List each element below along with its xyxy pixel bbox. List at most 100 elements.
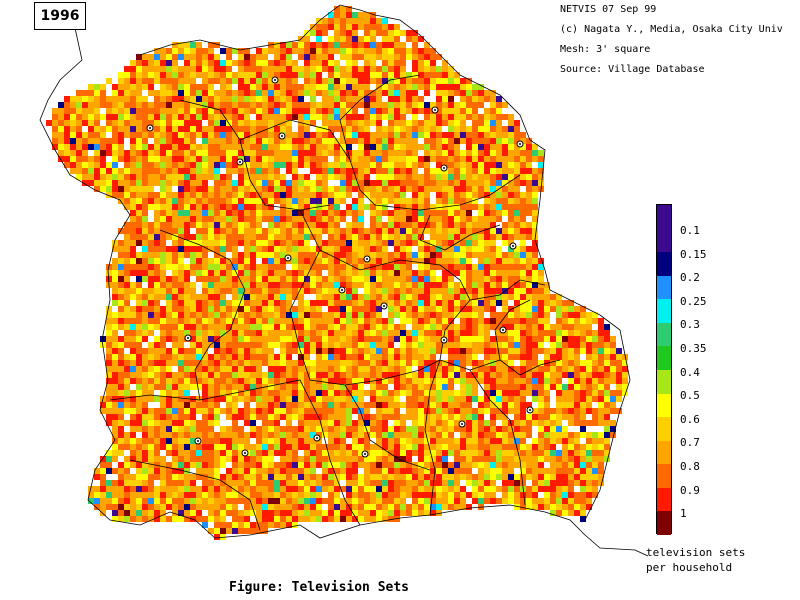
mesh-cell xyxy=(424,54,430,60)
mesh-cell xyxy=(262,312,268,318)
mesh-cell xyxy=(388,378,394,384)
mesh-cell xyxy=(76,90,82,96)
mesh-cell xyxy=(412,270,418,276)
mesh-cell xyxy=(610,402,616,408)
mesh-cell xyxy=(340,240,346,246)
mesh-cell xyxy=(136,318,142,324)
mesh-cell xyxy=(430,102,436,108)
mesh-cell xyxy=(220,246,226,252)
mesh-cell xyxy=(340,54,346,60)
mesh-cell xyxy=(430,348,436,354)
mesh-cell xyxy=(130,96,136,102)
mesh-cell xyxy=(292,384,298,390)
mesh-cell xyxy=(364,138,370,144)
mesh-cell xyxy=(154,60,160,66)
mesh-cell xyxy=(346,210,352,216)
mesh-cell xyxy=(286,72,292,78)
mesh-cell xyxy=(124,252,130,258)
mesh-cell xyxy=(442,312,448,318)
mesh-cell xyxy=(178,390,184,396)
mesh-cell xyxy=(106,78,112,84)
mesh-cell xyxy=(466,396,472,402)
mesh-cell xyxy=(412,210,418,216)
mesh-cell xyxy=(322,132,328,138)
mesh-cell xyxy=(136,258,142,264)
mesh-cell xyxy=(334,258,340,264)
mesh-cell xyxy=(466,138,472,144)
mesh-cell xyxy=(334,444,340,450)
mesh-cell xyxy=(304,54,310,60)
mesh-cell xyxy=(448,114,454,120)
mesh-cell xyxy=(154,252,160,258)
mesh-cell xyxy=(400,222,406,228)
mesh-cell xyxy=(232,420,238,426)
mesh-cell xyxy=(400,390,406,396)
mesh-cell xyxy=(436,414,442,420)
mesh-cell xyxy=(166,198,172,204)
mesh-cell xyxy=(388,228,394,234)
mesh-cell xyxy=(262,432,268,438)
mesh-cell xyxy=(550,294,556,300)
mesh-cell xyxy=(502,168,508,174)
mesh-cell xyxy=(148,60,154,66)
mesh-cell xyxy=(460,246,466,252)
mesh-cell xyxy=(334,108,340,114)
mesh-cell xyxy=(460,414,466,420)
mesh-cell xyxy=(382,432,388,438)
mesh-cell xyxy=(466,84,472,90)
mesh-cell xyxy=(244,156,250,162)
mesh-cell xyxy=(496,126,502,132)
mesh-cell xyxy=(454,252,460,258)
mesh-cell xyxy=(136,186,142,192)
mesh-cell xyxy=(214,150,220,156)
mesh-cell xyxy=(466,90,472,96)
mesh-cell xyxy=(184,384,190,390)
mesh-cell xyxy=(622,366,628,372)
mesh-cell xyxy=(262,282,268,288)
mesh-cell xyxy=(250,264,256,270)
mesh-cell xyxy=(592,318,598,324)
mesh-cell xyxy=(532,150,538,156)
mesh-cell xyxy=(454,72,460,78)
mesh-cell xyxy=(142,348,148,354)
mesh-cell xyxy=(406,204,412,210)
mesh-cell xyxy=(328,210,334,216)
mesh-cell xyxy=(550,420,556,426)
mesh-cell xyxy=(268,420,274,426)
mesh-cell xyxy=(418,108,424,114)
mesh-cell xyxy=(460,426,466,432)
mesh-cell xyxy=(340,168,346,174)
mesh-cell xyxy=(94,90,100,96)
mesh-cell xyxy=(100,402,106,408)
mesh-cell xyxy=(496,204,502,210)
mesh-cell xyxy=(442,66,448,72)
mesh-cell xyxy=(448,288,454,294)
mesh-cell xyxy=(208,102,214,108)
mesh-cell xyxy=(394,312,400,318)
mesh-cell xyxy=(556,414,562,420)
mesh-cell xyxy=(328,132,334,138)
mesh-cell xyxy=(112,108,118,114)
mesh-cell xyxy=(184,414,190,420)
mesh-cell xyxy=(352,168,358,174)
mesh-cell xyxy=(454,108,460,114)
mesh-cell xyxy=(544,294,550,300)
mesh-cell xyxy=(130,438,136,444)
mesh-cell xyxy=(472,360,478,366)
mesh-cell xyxy=(232,186,238,192)
mesh-cell xyxy=(184,126,190,132)
mesh-cell xyxy=(250,54,256,60)
mesh-cell xyxy=(154,174,160,180)
mesh-cell xyxy=(100,174,106,180)
mesh-cell xyxy=(298,192,304,198)
mesh-cell xyxy=(400,60,406,66)
mesh-cell xyxy=(394,210,400,216)
mesh-cell xyxy=(124,204,130,210)
mesh-cell xyxy=(220,84,226,90)
mesh-cell xyxy=(208,270,214,276)
mesh-cell xyxy=(148,168,154,174)
mesh-cell xyxy=(346,318,352,324)
mesh-cell xyxy=(304,84,310,90)
mesh-cell xyxy=(112,450,118,456)
mesh-cell xyxy=(202,318,208,324)
